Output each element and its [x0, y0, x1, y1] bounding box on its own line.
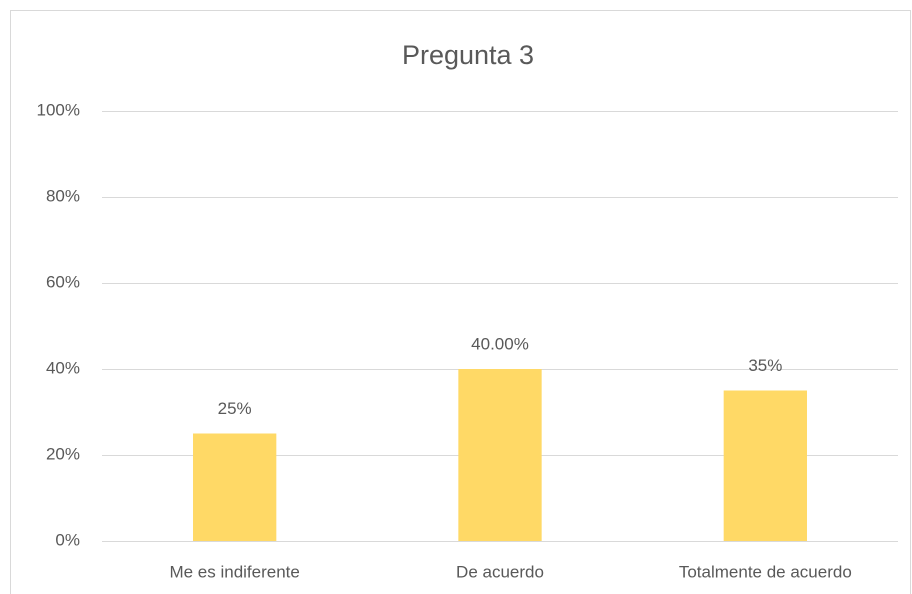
value-label: 40.00%: [471, 334, 529, 353]
x-tick-label: De acuerdo: [456, 562, 544, 581]
y-tick-label: 20%: [46, 444, 80, 463]
x-tick-label: Me es indiferente: [169, 562, 299, 581]
y-tick-label: 80%: [46, 186, 80, 205]
y-tick-label: 100%: [37, 100, 80, 119]
y-tick-label: 0%: [55, 530, 80, 549]
y-tick-label: 60%: [46, 272, 80, 291]
value-label: 25%: [218, 399, 252, 418]
x-tick-label: Totalmente de acuerdo: [679, 562, 852, 581]
y-tick-label: 40%: [46, 358, 80, 377]
value-label: 35%: [748, 356, 782, 375]
chart-title: Pregunta 3: [402, 40, 534, 70]
bar: [458, 369, 542, 541]
bar: [723, 390, 807, 541]
bar: [193, 433, 277, 541]
